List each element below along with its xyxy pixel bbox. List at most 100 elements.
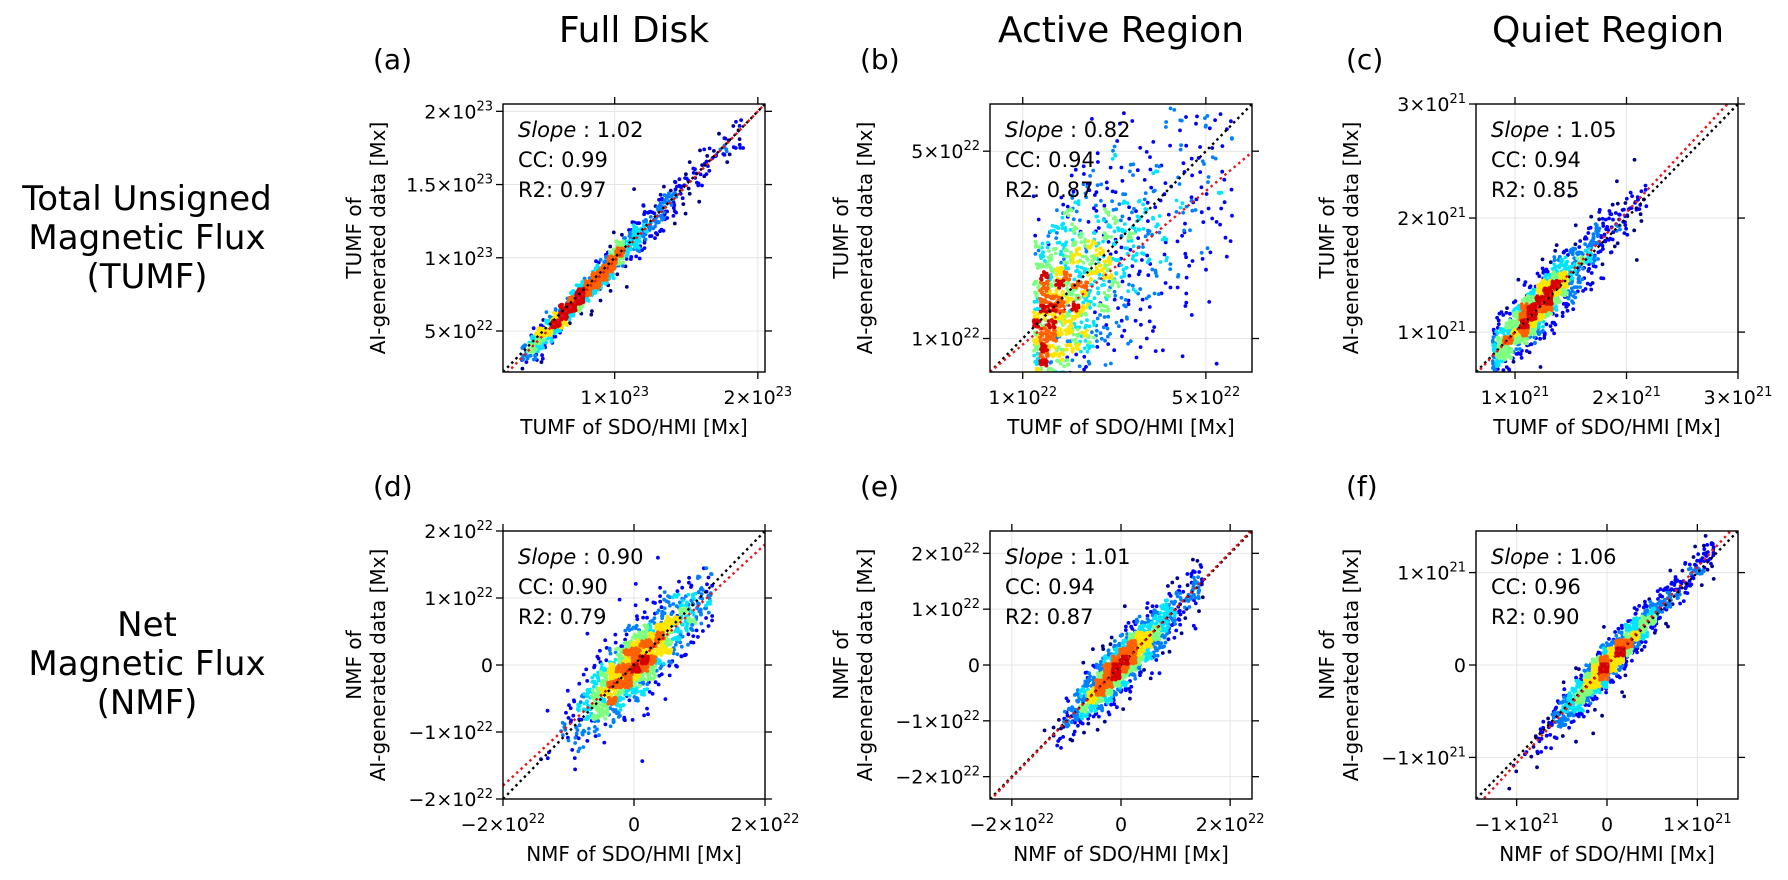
data-point (619, 650, 624, 655)
data-point (1063, 319, 1068, 324)
data-point (1168, 262, 1173, 266)
data-point (1123, 246, 1128, 251)
data-point (1610, 237, 1615, 242)
data-point (1532, 335, 1537, 340)
data-point (577, 723, 582, 728)
data-point (662, 606, 667, 611)
data-point (1083, 239, 1087, 244)
data-point (1123, 298, 1128, 302)
data-point (1105, 326, 1110, 331)
data-point (692, 617, 696, 622)
data-point (1133, 258, 1138, 263)
data-point (668, 188, 673, 193)
data-point (1554, 243, 1559, 248)
data-point (566, 716, 571, 720)
data-point (1108, 165, 1113, 170)
data-point (1113, 153, 1118, 158)
data-point (1213, 118, 1217, 122)
data-point (1081, 260, 1086, 265)
data-point (1495, 335, 1500, 340)
data-point (1632, 228, 1637, 233)
data-point (1594, 229, 1599, 234)
data-point (1104, 180, 1109, 185)
data-point (1552, 262, 1557, 267)
data-point (1084, 195, 1089, 200)
data-point (1140, 297, 1145, 302)
data-point (618, 704, 623, 709)
data-point (1179, 143, 1183, 148)
data-point (1116, 226, 1120, 230)
data-point (596, 704, 600, 709)
data-point (1076, 374, 1080, 378)
data-point (1592, 254, 1597, 259)
data-point (1059, 313, 1063, 318)
data-point (1046, 343, 1051, 348)
data-point (607, 648, 612, 653)
data-point (1033, 252, 1038, 256)
data-point (1547, 402, 1551, 406)
data-point (1036, 217, 1041, 222)
data-point (1611, 217, 1615, 222)
data-point (1086, 239, 1091, 244)
data-point (678, 603, 683, 608)
data-point (586, 703, 590, 708)
data-point (1110, 189, 1115, 194)
x-tick-label: 1×1022 (988, 385, 1057, 409)
data-point (1578, 285, 1583, 289)
data-point (1524, 349, 1529, 353)
data-point (696, 574, 700, 579)
data-point (675, 652, 680, 657)
data-point (1054, 283, 1058, 287)
data-point (608, 244, 613, 249)
data-point (1526, 323, 1530, 328)
data-point (683, 211, 688, 216)
data-point (1593, 264, 1598, 269)
data-point (1038, 288, 1043, 293)
data-point (1071, 288, 1076, 293)
data-point (1078, 218, 1082, 223)
data-point (1103, 232, 1108, 237)
data-point (635, 221, 640, 226)
data-point (679, 654, 684, 659)
data-point (1130, 257, 1135, 261)
data-point (1092, 335, 1096, 340)
data-point (1053, 332, 1058, 337)
data-point (1153, 205, 1158, 210)
data-point (605, 274, 610, 278)
data-point (1035, 312, 1040, 317)
data-point (1639, 219, 1644, 223)
data-point (628, 232, 633, 237)
data-point (658, 659, 662, 664)
data-point (1589, 287, 1594, 292)
data-point (689, 640, 693, 645)
data-point (1076, 293, 1081, 298)
data-point (1109, 361, 1113, 366)
data-point (621, 703, 626, 707)
data-point (1547, 272, 1552, 277)
data-point (1545, 288, 1549, 293)
data-point (1042, 326, 1046, 330)
data-point (604, 677, 608, 682)
data-point (1057, 379, 1061, 383)
data-point (1059, 347, 1064, 352)
data-point (608, 250, 612, 255)
data-point (677, 600, 682, 605)
data-point (1108, 255, 1112, 259)
data-point (1173, 382, 1177, 386)
data-point (1492, 342, 1497, 347)
panel-label: (b) (860, 43, 900, 76)
data-point (1043, 259, 1047, 263)
data-point (1501, 374, 1505, 378)
data-point (689, 627, 694, 632)
data-point (1092, 377, 1096, 381)
data-point (1527, 285, 1532, 290)
data-point (521, 395, 525, 399)
data-point (1624, 196, 1629, 201)
data-point (1084, 305, 1089, 310)
data-point (1597, 226, 1602, 231)
data-point (579, 297, 584, 302)
data-point (1053, 246, 1058, 251)
data-point (1111, 148, 1115, 153)
data-point (576, 736, 581, 741)
data-point (1131, 162, 1136, 167)
